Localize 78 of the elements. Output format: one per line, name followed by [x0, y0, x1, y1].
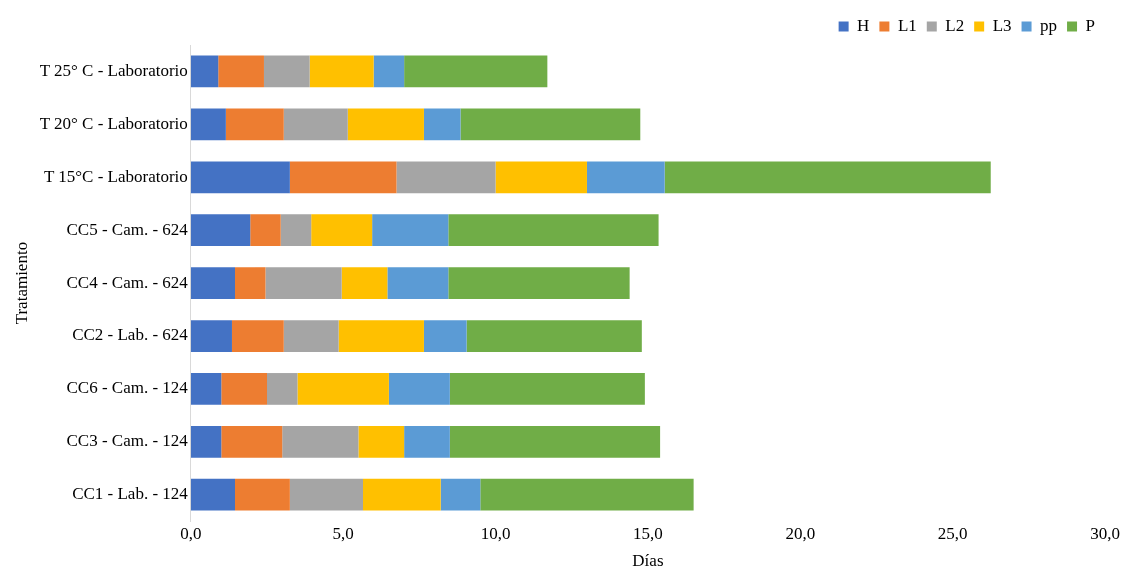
y-axis-title: Tratamiento — [11, 241, 31, 325]
bar — [190, 267, 236, 299]
bar — [218, 55, 264, 88]
y-tick-label: CC5 - Cam. - 624 — [66, 219, 189, 239]
legend-label: P — [1085, 15, 1096, 35]
bar — [449, 425, 661, 458]
bar — [267, 373, 298, 405]
y-tick-label: CC2 - Lab. - 624 — [72, 325, 189, 345]
bar — [263, 55, 310, 88]
bar — [440, 478, 481, 511]
bar — [664, 161, 991, 194]
bar — [190, 425, 222, 458]
y-tick-label: T 25° C - Laboratorio — [39, 60, 188, 80]
bar — [235, 478, 290, 511]
bar — [311, 214, 373, 247]
bar — [190, 373, 222, 405]
bar — [231, 320, 284, 352]
x-tick-label: 20,0 — [785, 523, 816, 543]
bar — [282, 425, 359, 458]
bar — [190, 108, 226, 141]
bar — [423, 320, 467, 352]
bar — [309, 55, 374, 88]
bar — [289, 478, 363, 511]
bar — [190, 478, 236, 511]
bar — [297, 373, 389, 405]
x-tick-label: 10,0 — [480, 523, 511, 543]
bar — [225, 108, 284, 141]
bar — [341, 267, 388, 299]
bar — [372, 214, 449, 247]
bar — [423, 108, 461, 141]
bar — [190, 161, 290, 194]
bar — [347, 108, 424, 141]
bar — [265, 267, 342, 299]
bar — [221, 373, 268, 405]
y-tick-label: T 15°C - Laboratorio — [43, 166, 188, 186]
bar — [448, 214, 659, 247]
bar — [449, 373, 645, 405]
legend-label: L2 — [945, 15, 965, 35]
bar — [495, 161, 587, 194]
y-tick-label: T 20° C - Laboratorio — [39, 113, 188, 133]
bar — [373, 55, 405, 88]
x-tick-label: 0,0 — [180, 523, 202, 543]
x-tick-label: 25,0 — [937, 523, 968, 543]
bar — [338, 320, 424, 352]
bar — [280, 214, 312, 247]
bar — [387, 267, 449, 299]
x-tick-label: 15,0 — [633, 523, 663, 543]
x-tick-label: 5,0 — [332, 523, 354, 543]
bar — [363, 478, 441, 511]
bar — [404, 55, 548, 88]
legend-label: H — [857, 15, 870, 35]
bar — [235, 267, 266, 299]
bar — [388, 373, 450, 405]
legend-label: L3 — [992, 15, 1012, 35]
y-tick-label: CC6 - Cam. - 124 — [66, 378, 189, 398]
bar — [404, 425, 450, 458]
bar — [448, 267, 630, 299]
bar — [396, 161, 496, 194]
bar — [190, 55, 219, 88]
y-tick-label: CC3 - Cam. - 124 — [66, 431, 189, 451]
y-tick-label: CC1 - Lab. - 124 — [72, 484, 189, 504]
bar — [283, 108, 348, 141]
y-tick-label: CC4 - Cam. - 624 — [66, 272, 189, 292]
bar — [480, 478, 694, 511]
legend-label: L1 — [897, 15, 917, 35]
bar — [221, 425, 283, 458]
bar — [283, 320, 339, 352]
bar — [250, 214, 281, 247]
legend-label: pp — [1040, 15, 1058, 35]
bar — [358, 425, 405, 458]
bar — [586, 161, 665, 194]
bar — [190, 320, 232, 352]
bar — [289, 161, 397, 194]
bar — [466, 320, 642, 352]
bar — [460, 108, 641, 141]
x-axis-title: Días — [632, 551, 664, 571]
x-tick-label: 30,0 — [1090, 523, 1120, 543]
bar — [190, 214, 251, 247]
